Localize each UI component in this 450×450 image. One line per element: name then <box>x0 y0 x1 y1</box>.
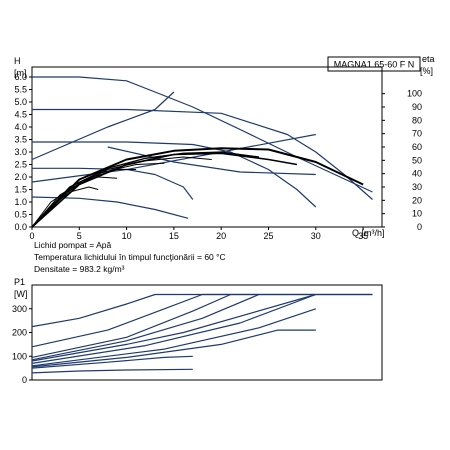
y-axis-unit-m: [m] <box>14 68 27 78</box>
y-axis-unit-w: [W] <box>14 289 28 299</box>
power-curve <box>31 368 193 374</box>
x-tick-label: 5 <box>77 231 82 241</box>
x-tick-label: 10 <box>122 231 132 241</box>
power-curve <box>31 293 317 364</box>
power-curve <box>31 329 316 368</box>
y-tick-label: 5.0 <box>14 97 27 107</box>
y-tick-label: 3.0 <box>14 147 27 157</box>
p1-tick-label: 0 <box>22 375 27 385</box>
head-curve <box>32 141 317 208</box>
title-box <box>327 56 421 72</box>
efficiency-curve <box>31 162 165 228</box>
note-fluid: Lichid pompat = Apă <box>34 240 112 250</box>
power-curve <box>31 293 316 362</box>
efficiency-curve <box>31 151 260 228</box>
x-tick-label: 15 <box>169 231 179 241</box>
y2-axis-label-eta: eta <box>422 54 435 64</box>
p1-tick-label: 300 <box>12 304 27 314</box>
chart-title: MAGNA1 65-60 F N <box>334 60 415 70</box>
power-curve <box>31 293 373 348</box>
power-curve <box>31 293 373 328</box>
y2-tick-label: 40 <box>412 169 422 179</box>
y-tick-label: 1.5 <box>14 185 27 195</box>
y-tick-label: 6.0 <box>14 72 27 82</box>
p1-tick-label: 100 <box>12 351 27 361</box>
y-axis-label-h: H <box>14 56 21 66</box>
head-curve <box>32 167 194 200</box>
y2-tick-label: 90 <box>412 102 422 112</box>
y-tick-label: 2.5 <box>14 160 27 170</box>
power-curve <box>31 293 260 361</box>
power-curve <box>31 308 316 367</box>
note-temperature: Temperatura lichidului în timpul funcţio… <box>34 252 226 262</box>
y2-tick-label: 10 <box>412 209 422 219</box>
power-series <box>31 293 373 374</box>
head-curve <box>31 91 175 161</box>
x-axis-label: Q [m³/h] <box>352 228 385 238</box>
y-tick-label: 4.0 <box>14 122 27 132</box>
y2-tick-label: 100 <box>407 89 422 99</box>
y2-tick-label: 50 <box>412 155 422 165</box>
y2-tick-label: 30 <box>412 182 422 192</box>
power-curve <box>31 355 193 369</box>
y-tick-label: 3.5 <box>14 135 27 145</box>
y2-tick-label: 60 <box>412 142 422 152</box>
head-curve <box>107 146 316 176</box>
power-curve <box>31 293 231 358</box>
y-axis-label-p1: P1 <box>14 277 25 287</box>
y-tick-label: 1.0 <box>14 197 27 207</box>
y2-tick-label: 20 <box>412 195 422 205</box>
p1-tick-label: 200 <box>12 328 27 338</box>
x-tick-label: 25 <box>263 231 273 241</box>
y2-tick-label: 80 <box>412 115 422 125</box>
efficiency-curve <box>31 186 99 228</box>
axis-ticks: 0 5 10 15 20 25 30 35 0.0 0.5 1.0 1.5 2.0 2.5 3.0 3.5 4.… <box>12 72 422 385</box>
efficiency-curve <box>31 147 364 228</box>
efficiency-curve <box>31 176 118 228</box>
power-plot-frame <box>31 284 383 381</box>
y-tick-label: 0.5 <box>14 210 27 220</box>
y-tick-label: 0.0 <box>14 222 27 232</box>
y-tick-label: 4.5 <box>14 110 27 120</box>
y2-tick-label: 0 <box>417 222 422 232</box>
x-tick-label: 35 <box>358 231 368 241</box>
head-series <box>31 76 373 228</box>
note-density: Densitate = 983.2 kg/m³ <box>34 264 125 274</box>
y2-tick-label: 70 <box>412 129 422 139</box>
y-tick-label: 5.5 <box>14 85 27 95</box>
head-curve <box>32 76 373 193</box>
y-tick-label: 2.0 <box>14 172 27 182</box>
efficiency-curve <box>31 156 212 228</box>
head-curve <box>31 133 316 183</box>
y2-axis-unit-pct: [%] <box>420 66 433 76</box>
x-tick-label: 0 <box>29 231 34 241</box>
x-tick-label: 20 <box>216 231 226 241</box>
x-tick-label: 30 <box>311 231 321 241</box>
